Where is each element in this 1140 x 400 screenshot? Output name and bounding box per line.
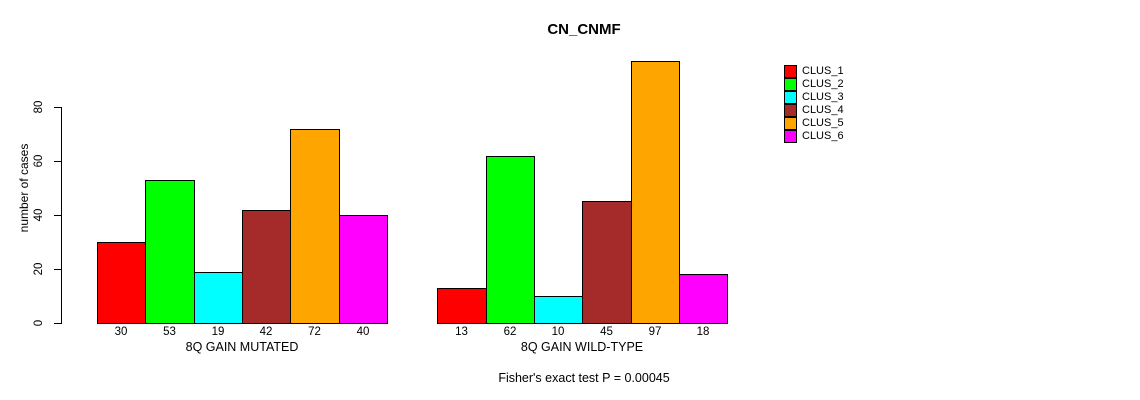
x-axis-group-label: 8Q GAIN WILD-TYPE — [520, 340, 644, 354]
chart-title: CN_CNMF — [547, 21, 621, 38]
bar-clus-1-8q-gain-wild-type — [437, 288, 487, 324]
y-tick-label: 40 — [33, 208, 45, 222]
bar-clus-5-8q-gain-wild-type — [631, 61, 680, 324]
legend: CLUS_1 CLUS_2 CLUS_3 CLUS_4 CLUS_5 CLUS_6 — [784, 65, 844, 143]
bar-value-label: 13 — [455, 326, 468, 338]
legend-swatch — [784, 78, 797, 91]
bar-value-label: 53 — [163, 326, 176, 338]
bar-value-label: 62 — [503, 326, 517, 338]
y-tick-label: 20 — [33, 262, 45, 276]
legend-item-label: CLUS_5 — [802, 117, 844, 129]
bar-clus-6-8q-gain-wild-type — [679, 274, 728, 324]
bar-clus-6-8q-gain-mutated — [339, 215, 388, 324]
y-tick — [54, 161, 61, 162]
legend-item-label: CLUS_3 — [802, 91, 844, 103]
bar-clus-4-8q-gain-wild-type — [582, 201, 632, 324]
bar-clus-2-8q-gain-mutated — [145, 180, 195, 324]
legend-item-label: CLUS_2 — [802, 78, 844, 90]
y-axis-line — [61, 107, 62, 324]
x-axis-group-label: 8Q GAIN MUTATED — [185, 340, 299, 354]
y-axis-label: number of cases — [17, 143, 31, 233]
bar-value-label: 30 — [114, 326, 128, 338]
bar-value-label: 72 — [308, 326, 321, 338]
bar-value-label: 42 — [259, 326, 273, 338]
legend-item-label: CLUS_4 — [802, 104, 844, 116]
bar-value-label: 19 — [211, 326, 225, 338]
y-tick — [54, 269, 61, 270]
bar-clus-4-8q-gain-mutated — [242, 210, 291, 324]
bar-clus-3-8q-gain-wild-type — [534, 296, 583, 324]
bar-value-label: 45 — [600, 326, 613, 338]
bar-value-label: 97 — [648, 326, 662, 338]
legend-item: CLUS_2 — [784, 78, 844, 91]
bar-clus-1-8q-gain-mutated — [97, 242, 146, 324]
legend-swatch — [784, 91, 797, 104]
legend-swatch — [784, 117, 797, 130]
legend-swatch — [784, 130, 797, 143]
bar-value-label: 10 — [551, 326, 565, 338]
y-tick-label: 80 — [33, 100, 45, 114]
y-tick — [54, 215, 61, 216]
legend-swatch — [784, 65, 797, 78]
legend-item: CLUS_5 — [784, 117, 844, 130]
legend-item: CLUS_4 — [784, 104, 844, 117]
y-tick — [54, 323, 61, 324]
bar-clus-3-8q-gain-mutated — [194, 272, 243, 324]
y-tick-label: 60 — [33, 154, 45, 168]
y-tick-label: 0 — [33, 319, 45, 327]
bar-value-label: 40 — [356, 326, 370, 338]
annotation-fisher-test: Fisher's exact test P = 0.00045 — [498, 371, 670, 385]
legend-item-label: CLUS_1 — [802, 65, 844, 77]
legend-item: CLUS_1 — [784, 65, 844, 78]
y-tick — [54, 107, 61, 108]
legend-swatch — [784, 104, 797, 117]
legend-item-label: CLUS_6 — [802, 130, 844, 142]
legend-item: CLUS_6 — [784, 130, 844, 143]
bar-value-label: 18 — [696, 326, 710, 338]
bar-clus-2-8q-gain-wild-type — [486, 156, 535, 324]
legend-item: CLUS_3 — [784, 91, 844, 104]
bar-clus-5-8q-gain-mutated — [290, 129, 340, 324]
